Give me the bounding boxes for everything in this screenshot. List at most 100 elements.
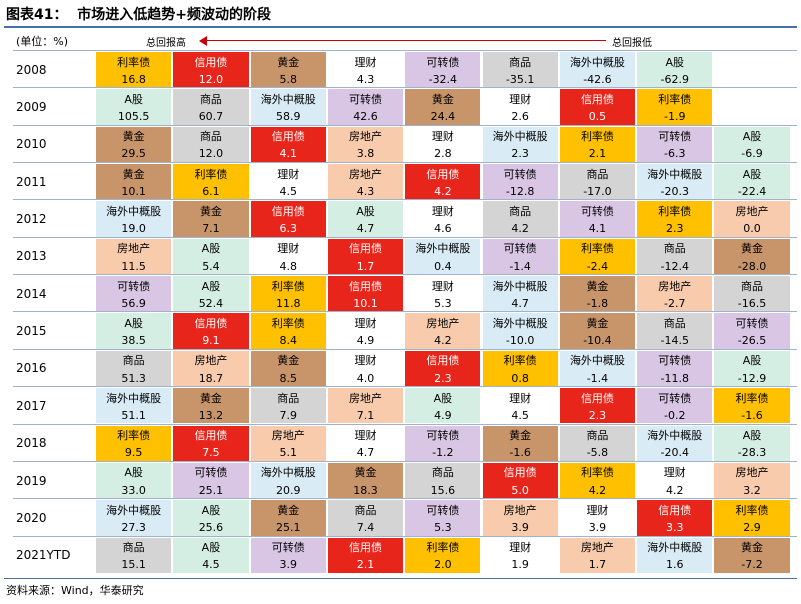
cell: A股 -6.9 <box>714 126 790 163</box>
cell: 信用债 0.5 <box>559 89 636 125</box>
return-value: 25.6 <box>198 520 224 534</box>
asset-name: 商品 <box>509 204 532 218</box>
asset-name: 黄金 <box>741 541 764 555</box>
return-value: 12.0 <box>198 147 224 161</box>
cell: 可转债 3.9 <box>250 537 326 573</box>
asset-name: 理财 <box>431 130 454 144</box>
return-value: -2.7 <box>664 296 686 310</box>
asset-name: 黄金 <box>199 391 222 405</box>
cell: 利率债 2.9 <box>714 500 790 536</box>
cell: 房地产 3.2 <box>714 462 790 499</box>
asset-name: A股 <box>124 92 143 106</box>
cell: 黄金 5.8 <box>250 52 326 88</box>
asset-name: 房地产 <box>735 466 769 480</box>
asset-name: 信用债 <box>426 354 460 368</box>
cell: 商品 7.4 <box>327 500 404 536</box>
cell: 黄金 -1.6 <box>482 425 558 461</box>
cell: 海外中概股 2.3 <box>482 126 558 163</box>
cell: 海外中概股 4.7 <box>482 276 558 312</box>
return-value: -32.4 <box>428 72 458 86</box>
asset-name: 信用债 <box>503 466 537 480</box>
asset-name: A股 <box>742 130 762 144</box>
return-value: 7.4 <box>356 520 375 534</box>
asset-name: 海外中概股 <box>106 391 162 405</box>
asset-name: 利率债 <box>580 130 614 144</box>
cell: 信用债 2.3 <box>405 350 481 387</box>
asset-name: 利率债 <box>194 167 228 181</box>
asset-name: 房地产 <box>194 354 228 368</box>
return-value: -26.5 <box>737 334 767 348</box>
cell: 理财 4.6 <box>405 201 481 237</box>
year: 2014 <box>16 286 47 301</box>
year: 2013 <box>16 249 47 264</box>
return-value: 3.9 <box>511 520 529 534</box>
asset-name: 可转债 <box>117 279 151 293</box>
cell: 信用债 2.1 <box>327 537 404 573</box>
cell: 利率债 16.8 <box>96 52 172 88</box>
asset-name: 黄金 <box>354 466 377 480</box>
asset-name: 理财 <box>509 92 532 106</box>
return-value: 9.5 <box>124 446 143 460</box>
cell: 海外中概股 51.1 <box>96 388 172 424</box>
asset-name: 利率债 <box>426 541 460 555</box>
asset-name: 理财 <box>586 503 609 517</box>
asset-name: 黄金 <box>586 317 609 331</box>
cell: 可转债 42.6 <box>327 89 404 125</box>
asset-name: 利率债 <box>271 317 305 331</box>
cell: 信用债 4.2 <box>405 164 481 200</box>
return-value: 1.7 <box>588 558 607 572</box>
cell: A股 105.5 <box>96 89 172 125</box>
asset-name: 海外中概股 <box>647 541 703 555</box>
row-rule <box>13 348 797 350</box>
return-value: 0.5 <box>588 110 607 124</box>
asset-name: 可转债 <box>503 167 537 181</box>
return-value: -11.8 <box>660 371 689 385</box>
cell: 信用债 1.7 <box>327 238 404 275</box>
return-value: 51.3 <box>121 371 146 385</box>
asset-name: 信用债 <box>426 167 460 181</box>
asset-name: 可转债 <box>426 429 460 443</box>
return-value: -12.4 <box>660 259 689 273</box>
high-label: 总回报高 <box>146 38 186 49</box>
return-value: 1.7 <box>356 259 375 273</box>
cell: 利率债 -1.9 <box>637 89 713 125</box>
cell: 海外中概股 -20.4 <box>637 425 713 461</box>
return-value: 5.1 <box>279 446 297 460</box>
cell: 信用债 12.0 <box>173 52 249 88</box>
cell: 商品 -14.5 <box>637 313 713 349</box>
return-value: -22.4 <box>737 184 767 198</box>
cell: 可转债 -6.3 <box>637 126 713 163</box>
row-rule <box>13 162 797 164</box>
cell: 黄金 24.4 <box>405 89 481 125</box>
row-rule <box>13 460 797 462</box>
year: 2017 <box>16 398 47 413</box>
source: 资料来源：Wind，华泰研究 <box>6 584 144 597</box>
asset-name: 可转债 <box>426 55 460 69</box>
asset-name: 黄金 <box>122 167 145 181</box>
asset-name: 可转债 <box>194 466 228 480</box>
asset-name: 可转债 <box>580 204 614 218</box>
return-value: 4.1 <box>279 147 297 161</box>
return-value: 4.8 <box>279 259 297 273</box>
cell: 信用债 3.3 <box>637 500 713 536</box>
asset-name: 理财 <box>277 242 300 256</box>
asset-name: 信用债 <box>271 204 305 218</box>
asset-name: A股 <box>124 466 143 480</box>
cell: 房地产 5.1 <box>250 425 326 461</box>
return-value: -12.9 <box>737 371 767 385</box>
return-value: 4.7 <box>356 446 375 460</box>
year: 2015 <box>16 324 47 339</box>
asset-name: 商品 <box>354 503 377 517</box>
cell: A股 52.4 <box>173 276 249 312</box>
asset-name: 房地产 <box>426 317 460 331</box>
return-value: 15.1 <box>121 558 146 572</box>
cell: 海外中概股 1.6 <box>637 537 713 573</box>
asset-name: 房地产 <box>271 429 305 443</box>
cell: 利率债 -1.6 <box>714 388 790 424</box>
return-value: 3.9 <box>588 520 607 534</box>
cell: 理财 5.3 <box>405 276 481 312</box>
cell: 黄金 7.1 <box>173 201 249 237</box>
cell: 利率债 4.2 <box>559 462 636 499</box>
cell: 海外中概股 -10.0 <box>482 313 558 349</box>
asset-name: 黄金 <box>122 130 145 144</box>
